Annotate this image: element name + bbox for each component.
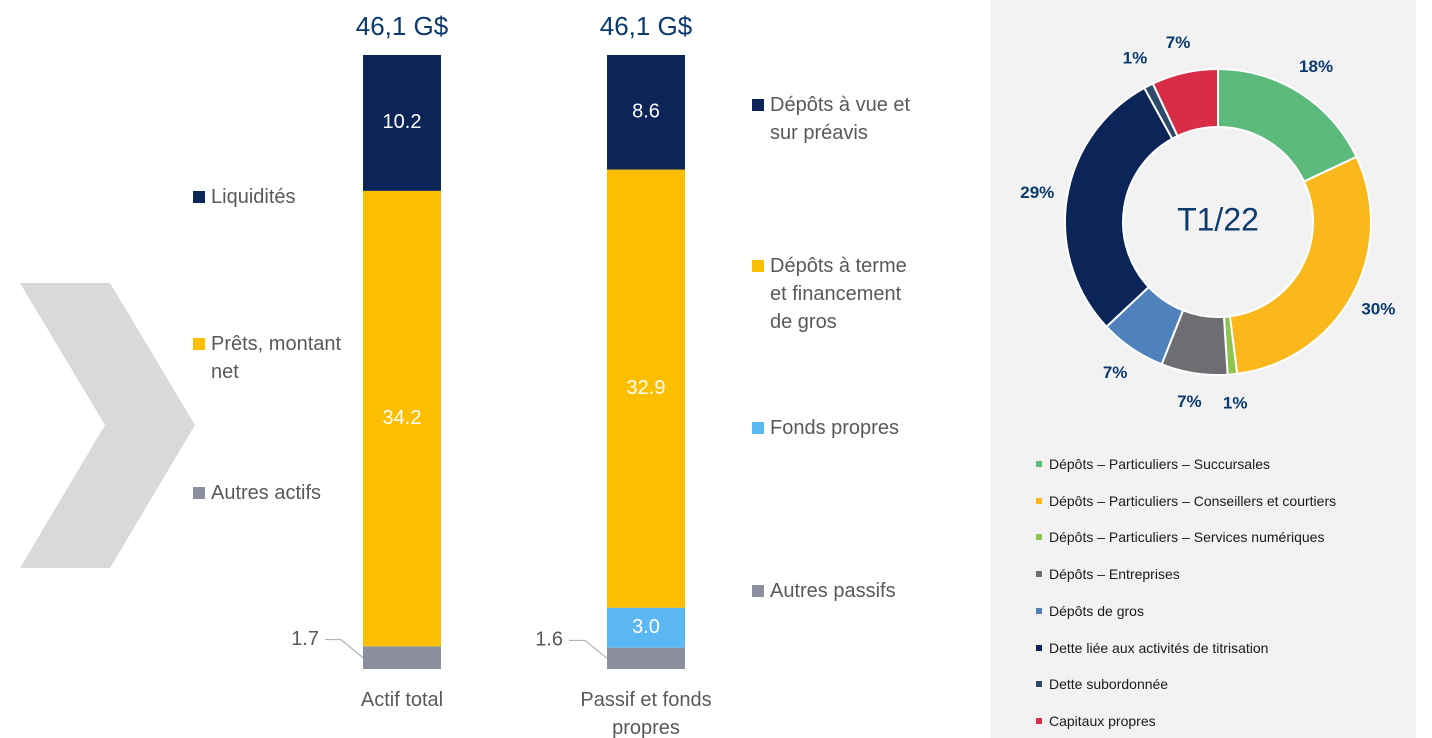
legend-label: Prêts, montant net [211, 333, 342, 383]
data-label: 1% [1123, 48, 1148, 67]
data-label: 1% [1223, 394, 1248, 413]
legend-swatch [752, 260, 764, 272]
legend-item: Dépôts – Particuliers – Services numériq… [1036, 528, 1324, 546]
legend-label: Dépôts – Entreprises [1049, 566, 1180, 583]
legend-label: Liquidités [211, 186, 296, 208]
bar-segment [607, 647, 685, 669]
legend-swatch [193, 338, 205, 350]
legend-item: Dépôts – Particuliers – Conseillers et c… [1036, 492, 1336, 510]
legend-item: Dépôts – Particuliers – Succursales [1036, 455, 1270, 473]
legend-swatch [1036, 534, 1042, 541]
data-label: 7% [1103, 363, 1128, 382]
legend-label: Dépôts – Particuliers – Conseillers et c… [1049, 492, 1337, 509]
x-tick-label: Actif total [360, 689, 444, 711]
data-label: 18% [1299, 57, 1333, 76]
legend-item: Dette subordonnée [1036, 675, 1168, 693]
data-label: 7% [1166, 33, 1191, 52]
legend-label: Dépôts de gros [1049, 602, 1144, 619]
bar-segment [363, 55, 441, 191]
legend-item: Autres passifs [752, 577, 922, 605]
legend-label: Autres passifs [770, 580, 896, 602]
legend-swatch [752, 99, 764, 111]
legend-swatch [1036, 681, 1042, 688]
x-tick-label: Passif et fonds propres [580, 689, 712, 738]
legend-item: Dépôts – Entreprises [1036, 565, 1180, 583]
legend-swatch [1036, 461, 1042, 467]
legend-swatch [193, 191, 205, 203]
legend-swatch [752, 585, 764, 597]
legend-swatch [193, 487, 205, 499]
legend-swatch [1036, 607, 1042, 614]
data-label: 30% [1361, 300, 1395, 319]
legend-swatch [1036, 571, 1042, 578]
donut-slice [1228, 155, 1372, 375]
data-label: 10.2 [383, 111, 422, 133]
data-label: 1.6 [535, 629, 563, 651]
leader-line [325, 639, 364, 659]
donut-slice [1064, 86, 1174, 329]
legend-item: Liquidités [193, 183, 363, 211]
legend-item: Capitaux propres [1036, 712, 1156, 730]
legend-label: Dépôts à terme et financement de gros [770, 255, 907, 333]
legend-label: Autres actifs [211, 482, 322, 504]
legend-label: Dépôts – Particuliers – Services numériq… [1049, 529, 1325, 546]
legend-swatch [1036, 497, 1042, 504]
bar-segment [607, 169, 685, 608]
bar-segment [363, 190, 441, 647]
leader-line [569, 639, 608, 659]
legend-swatch [1036, 644, 1042, 651]
legend-item: Dette liée aux activités de titrisation [1036, 639, 1268, 657]
data-label: 3.0 [632, 616, 660, 638]
legend-item: Dépôts de gros [1036, 602, 1144, 620]
bar-segment [607, 55, 685, 170]
data-label: 8.6 [632, 101, 660, 123]
legend-item: Dépôts à vue et sur préavis [752, 91, 922, 147]
data-label: 7% [1177, 392, 1202, 411]
donut-slice [1151, 67, 1219, 138]
center-label: T1/22 [1177, 201, 1259, 237]
legend-label: Capitaux propres [1049, 712, 1156, 729]
data-label: 1.7 [291, 628, 319, 650]
legend-label: Dette liée aux activités de titrisation [1049, 639, 1269, 656]
legend-swatch [752, 422, 764, 434]
legend-item: Prêts, montant net [193, 330, 363, 386]
bar-segment [363, 646, 441, 669]
legend-item: Autres actifs [193, 479, 363, 507]
legend-swatch [1036, 717, 1042, 724]
legend-label: Fonds propres [770, 417, 899, 439]
legend-label: Dette subordonnée [1049, 676, 1169, 693]
data-label: 29% [1020, 183, 1054, 202]
legend-item: Dépôts à terme et financement de gros [752, 252, 922, 336]
legend-label: Dépôts à vue et sur préavis [770, 94, 911, 144]
data-label: 34.2 [383, 407, 422, 429]
total-label: 46,1 G$ [600, 11, 693, 41]
data-label: 32.9 [627, 377, 666, 399]
legend-label: Dépôts – Particuliers – Succursales [1049, 456, 1270, 472]
bar-segment [607, 607, 685, 648]
legend-item: Fonds propres [752, 414, 922, 442]
chevron [20, 283, 195, 568]
total-label: 46,1 G$ [356, 11, 449, 41]
